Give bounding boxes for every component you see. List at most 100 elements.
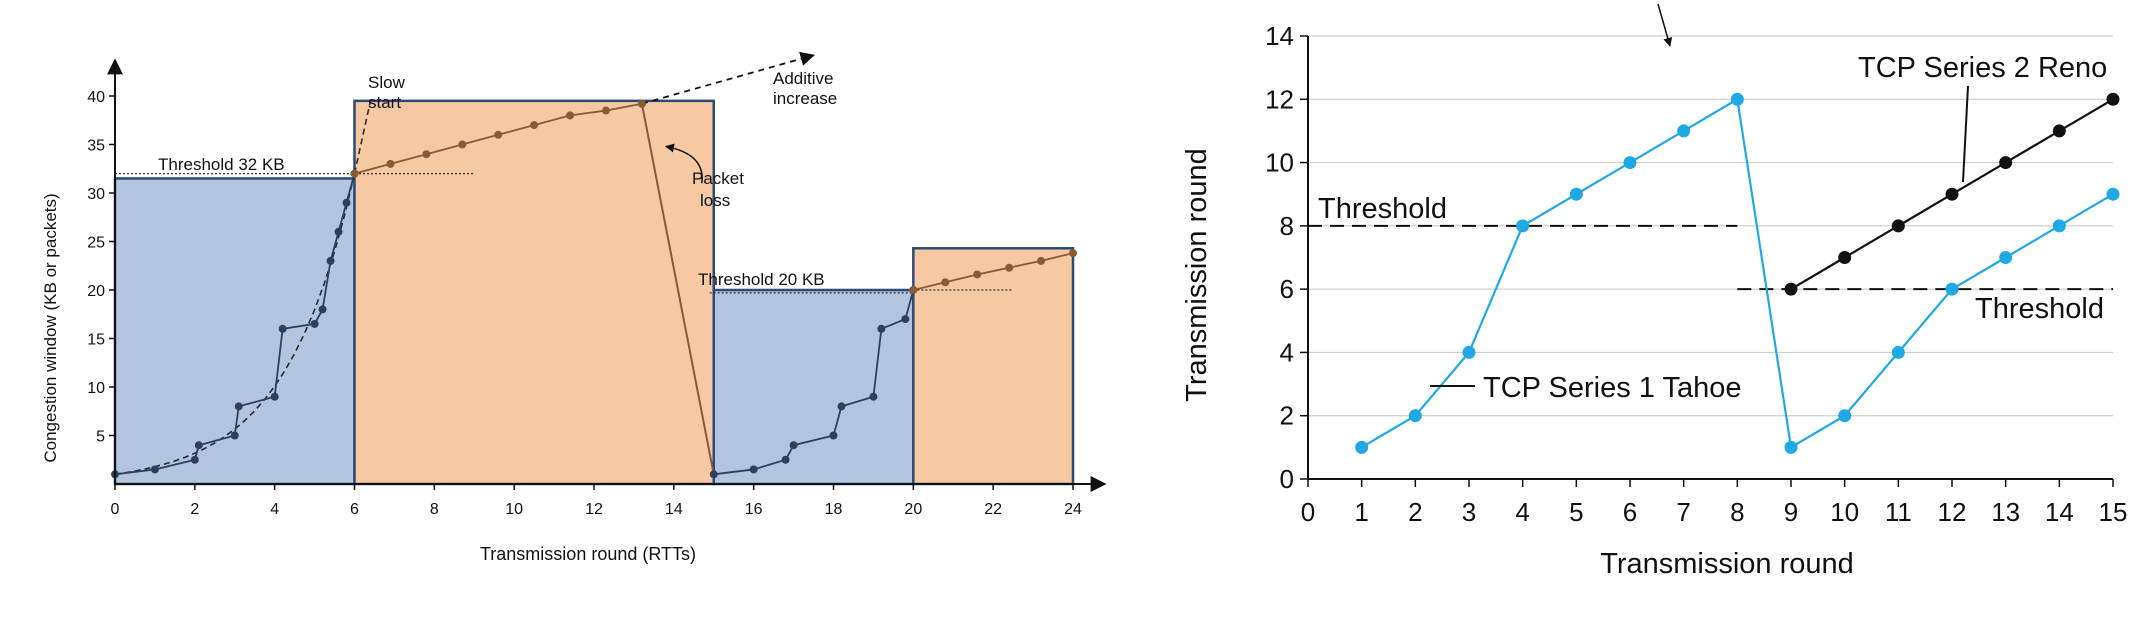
- left-y-tick-label: 15: [87, 332, 105, 349]
- left-x-tick-label: 18: [825, 501, 843, 518]
- right-y-tick-label: 0: [1280, 464, 1294, 494]
- left-series-3-point-8: [877, 324, 886, 333]
- threshold-label-upper: Threshold: [1318, 193, 1447, 225]
- left-x-tick-label: 2: [190, 501, 199, 518]
- right-axes: [1307, 36, 2113, 480]
- stray-arrow: [1657, 3, 1673, 47]
- right-series-1-point-4: [1516, 219, 1530, 233]
- left-series-2-point-5: [494, 130, 503, 139]
- right-y-tick-label: 6: [1280, 274, 1294, 304]
- left-y-tick-label: 30: [87, 186, 105, 203]
- left-series-3-point-1: [709, 470, 718, 479]
- left-series-2-point-6: [530, 121, 539, 130]
- threshold-32-label: Threshold 32 KB: [158, 155, 285, 174]
- right-annotations: Threshold Threshold TCP Series 1 Tahoe T…: [1181, 3, 2107, 580]
- left-x-tick-label: 22: [984, 501, 1002, 518]
- right-x-tick-label: 10: [1830, 497, 1859, 527]
- left-series-2-point-7: [566, 111, 575, 120]
- left-annotations: Threshold 32 KB Threshold 20 KB Slow star…: [41, 69, 837, 564]
- right-y-tick-label: 12: [1265, 84, 1294, 114]
- left-series-3-point-7: [869, 392, 878, 401]
- left-series-3-point-3: [781, 455, 790, 464]
- left-series-1-point-12: [334, 227, 343, 236]
- threshold-label-lower: Threshold: [1975, 293, 2104, 325]
- left-series-1-point-5: [230, 431, 239, 440]
- left-y-tick-label: 25: [87, 235, 105, 252]
- left-series-2-point-1: [350, 169, 359, 178]
- left-series-2-point-9: [637, 99, 646, 108]
- left-series-line-3: [713, 289, 915, 476]
- right-series-1-point-11: [1891, 345, 1905, 359]
- right-x-tick-label: 8: [1730, 497, 1744, 527]
- left-series-1-point-9: [310, 319, 319, 328]
- right-series-group: [1355, 92, 2120, 454]
- right-x-tick-label: 7: [1676, 497, 1690, 527]
- left-series-3-point-6: [837, 402, 846, 411]
- left-x-tick-label: 24: [1064, 501, 1082, 518]
- right-x-tick-label: 14: [2045, 497, 2074, 527]
- left-series-3-point-4: [789, 441, 798, 450]
- right-x-axis-label: Transmission round: [1600, 548, 1854, 580]
- phase-region-3: [712, 288, 915, 486]
- left-x-tick-label: 10: [505, 501, 523, 518]
- left-y-axis-label: Congestion window (KB or packets): [41, 193, 60, 462]
- left-y-tick-label: 35: [87, 138, 105, 155]
- right-series-2-point-1: [1784, 282, 1798, 296]
- right-x-tick-label: 9: [1784, 497, 1798, 527]
- left-series-3-point-9: [901, 315, 910, 324]
- left-series-1-point-8: [278, 324, 287, 333]
- right-x-tick-label: 0: [1301, 497, 1315, 527]
- right-x-tick-label: 3: [1462, 497, 1476, 527]
- left-x-tick-label: 6: [350, 501, 359, 518]
- left-axes: [107, 58, 1107, 492]
- series-reno-label: TCP Series 2 Reno: [1858, 52, 2107, 84]
- right-y-tick-label: 4: [1280, 337, 1294, 367]
- right-y-tick-label: 10: [1265, 148, 1294, 178]
- additive-increase-arrow: [641, 51, 815, 105]
- left-series-4-point-2: [941, 278, 950, 287]
- right-series-1-point-9: [1784, 440, 1798, 454]
- right-series-1-point-6: [1623, 156, 1637, 170]
- right-x-tick-label: 2: [1408, 497, 1422, 527]
- left-series-4-point-6: [1069, 249, 1077, 258]
- right-series-2-point-7: [2106, 92, 2120, 106]
- slow-start-extension: [353, 100, 372, 174]
- right-series-2-point-2: [1838, 251, 1852, 264]
- right-x-tick-label: 4: [1515, 497, 1529, 527]
- left-series-1-point-6: [234, 402, 243, 411]
- right-x-tick-label: 12: [1938, 497, 1967, 527]
- left-x-tick-label: 0: [111, 501, 120, 518]
- packet-loss-label: Packet loss: [692, 169, 744, 210]
- left-y-tick-label: 40: [87, 89, 105, 106]
- additive-increase-label: Additive increase: [773, 69, 837, 108]
- series-tahoe-label: TCP Series 1 Tahoe: [1483, 372, 1741, 404]
- right-series-1-point-13: [1999, 251, 2013, 264]
- right-series-1-point-1: [1355, 440, 1369, 454]
- left-x-tick-label: 4: [270, 501, 279, 518]
- right-series-2-point-6: [2052, 124, 2066, 138]
- left-series-1-point-4: [194, 441, 203, 450]
- left-series-2-point-8: [601, 106, 610, 115]
- phase-region-4: [912, 247, 1075, 486]
- left-series-3-point-2: [749, 465, 758, 474]
- left-series-2-point-4: [458, 140, 467, 149]
- left-series-4-point-4: [1005, 263, 1014, 272]
- right-x-tick-label: 15: [2099, 497, 2128, 527]
- right-series-2-point-3: [1891, 219, 1905, 233]
- left-series-1-point-3: [190, 455, 199, 464]
- right-series-1-point-14: [2052, 219, 2066, 233]
- right-series-1-point-8: [1730, 92, 1744, 106]
- right-threshold-lines: [1308, 224, 2113, 291]
- right-series-2-point-5: [1999, 156, 2013, 170]
- right-y-axis-label: Transmission round: [1181, 148, 1213, 402]
- left-series-1-point-11: [326, 256, 335, 265]
- right-series-1-point-7: [1677, 124, 1691, 138]
- slow-start-label: Slow start: [368, 73, 406, 112]
- left-series-2-point-2: [386, 159, 395, 168]
- packet-loss-drop: [640, 103, 715, 475]
